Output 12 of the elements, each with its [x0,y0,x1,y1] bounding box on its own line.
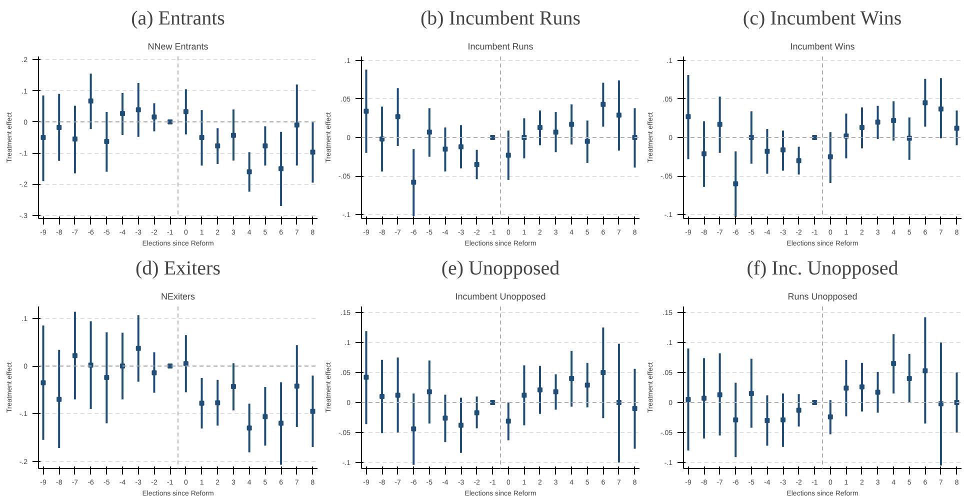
chart-title: (e) Unopposed [441,258,560,280]
chart-subtitle: Runs Unopposed [788,292,858,302]
chart-subtitle: NNew Entrants [148,42,209,52]
chart-title: (f) Inc. Unopposed [746,258,898,280]
chart-subtitle: Incumbent Wins [790,42,856,52]
chart-title: (b) Incumbent Runs [420,8,581,30]
chart-title: (c) Incumbent Wins [742,8,902,30]
chart-title: (d) Exiters [136,258,221,280]
chart-subtitle: NExiters [161,292,196,302]
chart-title: (a) Entrants [131,8,226,30]
chart-subtitle: Incumbent Runs [468,42,534,52]
chart-subtitle: Incumbent Unopposed [455,292,546,302]
